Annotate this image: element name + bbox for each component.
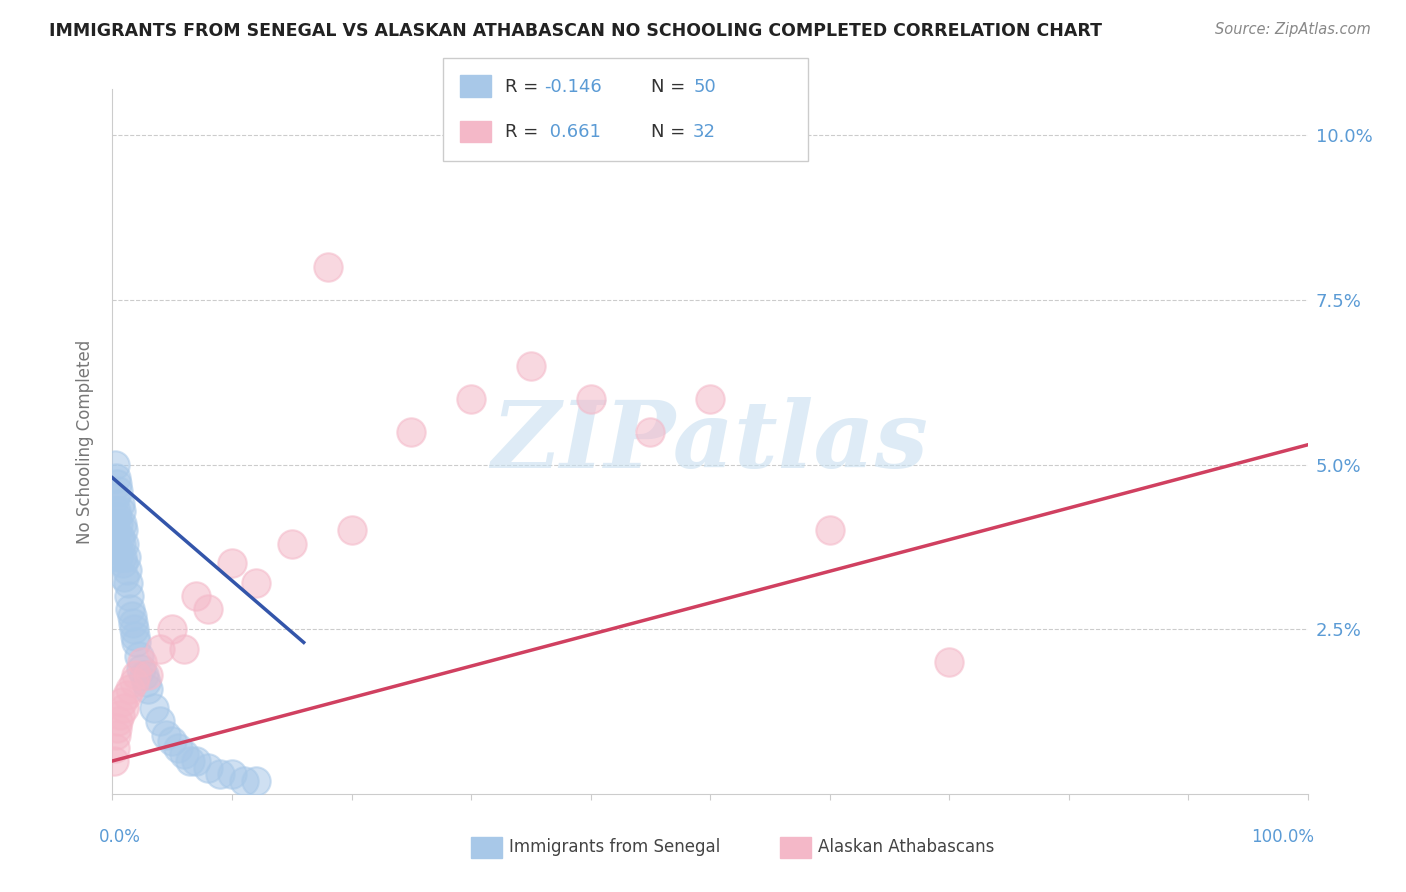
Point: [245, 576, 267, 591]
Point: [104, 458, 127, 472]
Point: [938, 655, 960, 669]
Point: [520, 359, 543, 373]
Point: [122, 674, 145, 689]
Point: [281, 536, 304, 550]
Point: [114, 536, 135, 550]
Text: N =: N =: [651, 123, 690, 141]
Point: [699, 392, 721, 406]
Point: [316, 260, 339, 274]
Point: [401, 425, 423, 439]
Point: [111, 549, 134, 564]
Text: IMMIGRANTS FROM SENEGAL VS ALASKAN ATHABASCAN NO SCHOOLING COMPLETED CORRELATION: IMMIGRANTS FROM SENEGAL VS ALASKAN ATHAB…: [49, 22, 1102, 40]
Point: [129, 662, 152, 676]
Text: Immigrants from Senegal: Immigrants from Senegal: [509, 838, 720, 856]
Y-axis label: No Schooling Completed: No Schooling Completed: [76, 340, 94, 543]
Point: [197, 602, 219, 616]
Point: [186, 590, 208, 604]
Point: [105, 543, 128, 558]
Point: [105, 510, 128, 524]
Point: [197, 760, 219, 774]
Text: Source: ZipAtlas.com: Source: ZipAtlas.com: [1215, 22, 1371, 37]
Point: [105, 471, 128, 485]
Text: N =: N =: [651, 78, 690, 96]
Point: [104, 740, 127, 755]
Point: [118, 590, 141, 604]
Point: [115, 688, 138, 702]
Point: [221, 557, 243, 571]
Text: -0.146: -0.146: [544, 78, 602, 96]
Point: [122, 622, 145, 636]
Point: [121, 615, 143, 630]
Text: Alaskan Athabascans: Alaskan Athabascans: [818, 838, 994, 856]
Text: R =: R =: [505, 78, 544, 96]
Text: ZIPatlas: ZIPatlas: [492, 397, 928, 486]
Point: [143, 701, 166, 715]
Text: 50: 50: [693, 78, 716, 96]
Point: [104, 524, 127, 538]
Text: 0.661: 0.661: [544, 123, 600, 141]
Point: [179, 754, 201, 768]
Point: [131, 655, 153, 669]
Point: [107, 516, 129, 531]
Point: [155, 728, 177, 742]
Point: [460, 392, 482, 406]
Point: [114, 549, 136, 564]
Point: [138, 668, 160, 682]
Point: [103, 754, 125, 768]
Text: 32: 32: [693, 123, 716, 141]
Point: [125, 635, 148, 649]
Point: [105, 721, 128, 735]
Point: [124, 629, 146, 643]
Point: [112, 524, 135, 538]
Point: [209, 767, 232, 781]
Point: [121, 609, 143, 624]
Point: [105, 504, 128, 518]
Point: [114, 701, 135, 715]
Point: [111, 695, 134, 709]
Point: [115, 563, 138, 577]
Point: [149, 714, 172, 729]
Point: [138, 681, 160, 696]
Point: [110, 536, 132, 550]
Text: 0.0%: 0.0%: [98, 828, 141, 846]
Point: [186, 754, 208, 768]
Point: [111, 516, 134, 531]
Point: [112, 557, 135, 571]
Point: [117, 576, 139, 591]
Text: R =: R =: [505, 123, 544, 141]
Point: [108, 530, 131, 544]
Point: [108, 707, 131, 722]
Point: [105, 477, 128, 491]
Point: [128, 648, 150, 663]
Point: [105, 728, 128, 742]
Point: [167, 740, 190, 755]
Point: [135, 674, 157, 689]
Point: [108, 497, 131, 511]
Point: [149, 642, 172, 657]
Point: [107, 714, 129, 729]
Point: [125, 668, 148, 682]
Point: [104, 491, 127, 505]
Point: [132, 668, 155, 682]
Point: [221, 767, 243, 781]
Point: [107, 483, 129, 498]
Text: 100.0%: 100.0%: [1251, 828, 1315, 846]
Point: [173, 747, 195, 762]
Point: [105, 536, 128, 550]
Point: [340, 524, 363, 538]
Point: [245, 773, 267, 788]
Point: [110, 504, 132, 518]
Point: [579, 392, 602, 406]
Point: [173, 642, 195, 657]
Point: [107, 549, 129, 564]
Point: [640, 425, 662, 439]
Point: [120, 602, 142, 616]
Point: [818, 524, 841, 538]
Point: [162, 622, 183, 636]
Point: [114, 569, 135, 583]
Point: [162, 734, 183, 748]
Point: [233, 773, 256, 788]
Point: [120, 681, 142, 696]
